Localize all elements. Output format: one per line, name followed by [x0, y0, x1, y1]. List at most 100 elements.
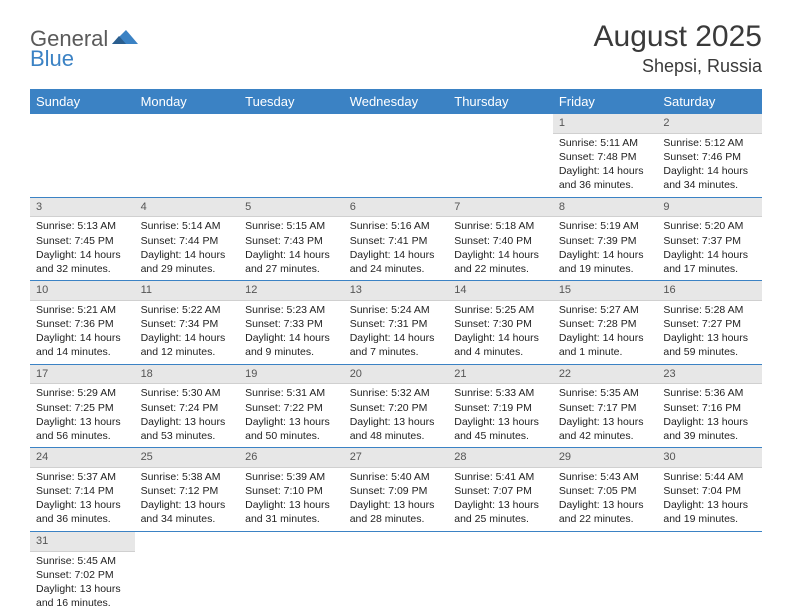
- daylight-line: Daylight: 14 hours and 1 minute.: [559, 331, 652, 359]
- sunrise-line: Sunrise: 5:28 AM: [663, 303, 756, 317]
- daylight-line: Daylight: 13 hours and 31 minutes.: [245, 498, 338, 526]
- sunrise-line: Sunrise: 5:14 AM: [141, 219, 234, 233]
- calendar-day-cell: 14Sunrise: 5:25 AMSunset: 7:30 PMDayligh…: [448, 281, 553, 365]
- day-number: 28: [448, 448, 553, 468]
- sunrise-line: Sunrise: 5:38 AM: [141, 470, 234, 484]
- daylight-line: Daylight: 13 hours and 28 minutes.: [350, 498, 443, 526]
- sunset-line: Sunset: 7:28 PM: [559, 317, 652, 331]
- daylight-line: Daylight: 14 hours and 29 minutes.: [141, 248, 234, 276]
- day-content: Sunrise: 5:18 AMSunset: 7:40 PMDaylight:…: [448, 217, 553, 280]
- day-number: 30: [657, 448, 762, 468]
- sunset-line: Sunset: 7:05 PM: [559, 484, 652, 498]
- sunrise-line: Sunrise: 5:31 AM: [245, 386, 338, 400]
- day-number: 23: [657, 365, 762, 385]
- sunrise-line: Sunrise: 5:40 AM: [350, 470, 443, 484]
- sunset-line: Sunset: 7:25 PM: [36, 401, 129, 415]
- sunset-line: Sunset: 7:36 PM: [36, 317, 129, 331]
- sunrise-line: Sunrise: 5:39 AM: [245, 470, 338, 484]
- day-content: Sunrise: 5:23 AMSunset: 7:33 PMDaylight:…: [239, 301, 344, 364]
- calendar-day-cell: [344, 114, 449, 197]
- sunset-line: Sunset: 7:24 PM: [141, 401, 234, 415]
- sunrise-line: Sunrise: 5:25 AM: [454, 303, 547, 317]
- sunrise-line: Sunrise: 5:24 AM: [350, 303, 443, 317]
- calendar-week-row: 1Sunrise: 5:11 AMSunset: 7:48 PMDaylight…: [30, 114, 762, 197]
- sunset-line: Sunset: 7:48 PM: [559, 150, 652, 164]
- daylight-line: Daylight: 13 hours and 48 minutes.: [350, 415, 443, 443]
- calendar-body: 1Sunrise: 5:11 AMSunset: 7:48 PMDaylight…: [30, 114, 762, 614]
- sunset-line: Sunset: 7:14 PM: [36, 484, 129, 498]
- weekday-header: Tuesday: [239, 89, 344, 114]
- daylight-line: Daylight: 14 hours and 9 minutes.: [245, 331, 338, 359]
- logo-flag-icon: [112, 26, 140, 51]
- daylight-line: Daylight: 14 hours and 34 minutes.: [663, 164, 756, 192]
- sunset-line: Sunset: 7:40 PM: [454, 234, 547, 248]
- day-content: Sunrise: 5:15 AMSunset: 7:43 PMDaylight:…: [239, 217, 344, 280]
- calendar-day-cell: [448, 114, 553, 197]
- daylight-line: Daylight: 14 hours and 24 minutes.: [350, 248, 443, 276]
- day-number: 19: [239, 365, 344, 385]
- daylight-line: Daylight: 13 hours and 34 minutes.: [141, 498, 234, 526]
- sunset-line: Sunset: 7:33 PM: [245, 317, 338, 331]
- sunrise-line: Sunrise: 5:18 AM: [454, 219, 547, 233]
- day-content: Sunrise: 5:33 AMSunset: 7:19 PMDaylight:…: [448, 384, 553, 447]
- weekday-header-row: Sunday Monday Tuesday Wednesday Thursday…: [30, 89, 762, 114]
- calendar-day-cell: 9Sunrise: 5:20 AMSunset: 7:37 PMDaylight…: [657, 197, 762, 281]
- calendar-week-row: 3Sunrise: 5:13 AMSunset: 7:45 PMDaylight…: [30, 197, 762, 281]
- weekday-header: Monday: [135, 89, 240, 114]
- day-content: Sunrise: 5:36 AMSunset: 7:16 PMDaylight:…: [657, 384, 762, 447]
- day-number: 11: [135, 281, 240, 301]
- day-content: Sunrise: 5:37 AMSunset: 7:14 PMDaylight:…: [30, 468, 135, 531]
- calendar-day-cell: 2Sunrise: 5:12 AMSunset: 7:46 PMDaylight…: [657, 114, 762, 197]
- day-content: Sunrise: 5:25 AMSunset: 7:30 PMDaylight:…: [448, 301, 553, 364]
- day-number: 27: [344, 448, 449, 468]
- day-content: Sunrise: 5:13 AMSunset: 7:45 PMDaylight:…: [30, 217, 135, 280]
- sunset-line: Sunset: 7:31 PM: [350, 317, 443, 331]
- daylight-line: Daylight: 14 hours and 32 minutes.: [36, 248, 129, 276]
- sunrise-line: Sunrise: 5:36 AM: [663, 386, 756, 400]
- daylight-line: Daylight: 14 hours and 19 minutes.: [559, 248, 652, 276]
- daylight-line: Daylight: 13 hours and 45 minutes.: [454, 415, 547, 443]
- daylight-line: Daylight: 13 hours and 59 minutes.: [663, 331, 756, 359]
- day-number: 24: [30, 448, 135, 468]
- weekday-header: Wednesday: [344, 89, 449, 114]
- day-number: 6: [344, 198, 449, 218]
- day-content: Sunrise: 5:38 AMSunset: 7:12 PMDaylight:…: [135, 468, 240, 531]
- day-content: Sunrise: 5:21 AMSunset: 7:36 PMDaylight:…: [30, 301, 135, 364]
- calendar-day-cell: [135, 531, 240, 614]
- calendar-day-cell: 3Sunrise: 5:13 AMSunset: 7:45 PMDaylight…: [30, 197, 135, 281]
- sunrise-line: Sunrise: 5:19 AM: [559, 219, 652, 233]
- day-number: 25: [135, 448, 240, 468]
- daylight-line: Daylight: 13 hours and 25 minutes.: [454, 498, 547, 526]
- day-content: Sunrise: 5:39 AMSunset: 7:10 PMDaylight:…: [239, 468, 344, 531]
- calendar-day-cell: 31Sunrise: 5:45 AMSunset: 7:02 PMDayligh…: [30, 531, 135, 614]
- day-content: Sunrise: 5:20 AMSunset: 7:37 PMDaylight:…: [657, 217, 762, 280]
- day-content: Sunrise: 5:24 AMSunset: 7:31 PMDaylight:…: [344, 301, 449, 364]
- calendar-day-cell: 17Sunrise: 5:29 AMSunset: 7:25 PMDayligh…: [30, 364, 135, 448]
- day-content: Sunrise: 5:19 AMSunset: 7:39 PMDaylight:…: [553, 217, 658, 280]
- daylight-line: Daylight: 13 hours and 42 minutes.: [559, 415, 652, 443]
- sunset-line: Sunset: 7:17 PM: [559, 401, 652, 415]
- day-content: Sunrise: 5:29 AMSunset: 7:25 PMDaylight:…: [30, 384, 135, 447]
- daylight-line: Daylight: 13 hours and 16 minutes.: [36, 582, 129, 610]
- calendar-week-row: 31Sunrise: 5:45 AMSunset: 7:02 PMDayligh…: [30, 531, 762, 614]
- sunrise-line: Sunrise: 5:35 AM: [559, 386, 652, 400]
- sunrise-line: Sunrise: 5:13 AM: [36, 219, 129, 233]
- calendar-day-cell: 24Sunrise: 5:37 AMSunset: 7:14 PMDayligh…: [30, 448, 135, 532]
- day-number: 14: [448, 281, 553, 301]
- sunset-line: Sunset: 7:39 PM: [559, 234, 652, 248]
- weekday-header: Thursday: [448, 89, 553, 114]
- title-block: August 2025 Shepsi, Russia: [594, 20, 762, 77]
- sunrise-line: Sunrise: 5:12 AM: [663, 136, 756, 150]
- calendar-day-cell: 21Sunrise: 5:33 AMSunset: 7:19 PMDayligh…: [448, 364, 553, 448]
- day-number: 22: [553, 365, 658, 385]
- daylight-line: Daylight: 14 hours and 22 minutes.: [454, 248, 547, 276]
- calendar-day-cell: 18Sunrise: 5:30 AMSunset: 7:24 PMDayligh…: [135, 364, 240, 448]
- calendar-day-cell: 15Sunrise: 5:27 AMSunset: 7:28 PMDayligh…: [553, 281, 658, 365]
- calendar-day-cell: 5Sunrise: 5:15 AMSunset: 7:43 PMDaylight…: [239, 197, 344, 281]
- calendar-day-cell: [135, 114, 240, 197]
- sunset-line: Sunset: 7:34 PM: [141, 317, 234, 331]
- sunset-line: Sunset: 7:10 PM: [245, 484, 338, 498]
- day-content: Sunrise: 5:35 AMSunset: 7:17 PMDaylight:…: [553, 384, 658, 447]
- day-content: Sunrise: 5:45 AMSunset: 7:02 PMDaylight:…: [30, 552, 135, 614]
- sunrise-line: Sunrise: 5:15 AM: [245, 219, 338, 233]
